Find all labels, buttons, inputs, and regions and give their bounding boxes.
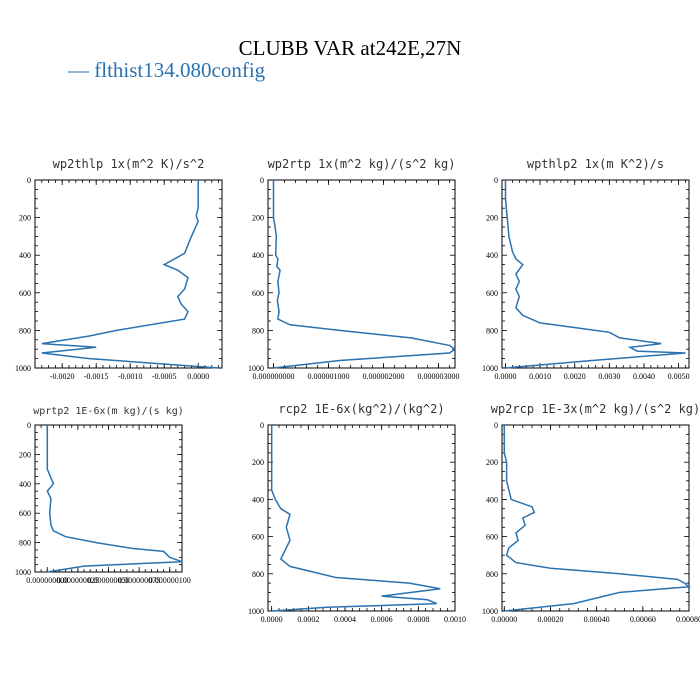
y-tick-label: 800	[486, 570, 498, 579]
y-tick-label: 600	[19, 509, 31, 518]
subplot-3: wpthlp2 1x(m K^2)/s020040060080010000.00…	[482, 157, 690, 381]
y-tick-label: 0	[494, 421, 498, 430]
y-tick-label: 600	[486, 289, 498, 298]
y-tick-label: 0	[260, 176, 264, 185]
x-tick-label: 0.000000050	[88, 576, 130, 585]
subplot-6: wp2rcp 1E-3x(m^2 kg)/(s^2 kg) 0 200 400 600 8…	[482, 402, 700, 624]
y-tick-label: 400	[486, 495, 498, 504]
subplot-title: rcp2 1E-6x(kg^2)/(kg^2)	[278, 402, 444, 416]
series-line	[270, 425, 441, 612]
y-tick-label: 200	[486, 458, 498, 467]
x-tick-label: 0.0000	[187, 372, 209, 381]
axis-frame	[267, 179, 456, 369]
subplot-1: wp2thlp 1x(m^2 K)/s^2 0 200 400 600 800 1000 -0…	[15, 157, 223, 381]
y-tick-label: 800	[252, 326, 264, 335]
x-tick-label: 0.000000100	[149, 576, 191, 585]
x-tick-label: 0.00060	[630, 615, 656, 624]
x-tick-label: 0.0000	[261, 615, 283, 624]
x-tick-label: 0.0000	[494, 372, 516, 381]
x-tick-label: 0.0006	[371, 615, 393, 624]
subplot-title: wprtp2 1E-6x(m kg)/(s kg)	[33, 406, 184, 417]
x-tick-label: 0.000003000	[418, 372, 460, 381]
subplot-2: wp2rtp 1x(m^2 kg)/(s^2 kg) 0 200 400 600 800 1…	[248, 157, 460, 381]
x-tick-label: -0.0015	[84, 372, 109, 381]
x-tick-label: 0.0030	[598, 372, 620, 381]
subplot-5: rcp2 1E-6x(kg^2)/(kg^2) 0 200 400 600 800 1000…	[248, 402, 466, 624]
y-tick-label: 0	[27, 421, 31, 430]
x-tick-label: -0.0005	[152, 372, 177, 381]
y-tick-label: 1000	[248, 364, 264, 373]
x-tick-label: 0.00000	[491, 615, 517, 624]
x-tick-label: 0.000000000	[26, 576, 68, 585]
y-tick-label: 0	[27, 176, 31, 185]
y-tick-label: 400	[19, 251, 31, 260]
y-tick-label: 0	[260, 421, 264, 430]
x-tick-label: -0.0020	[50, 372, 75, 381]
y-tick-label: 200	[19, 214, 31, 223]
y-tick-label: 800	[19, 326, 31, 335]
y-tick-label: 200	[486, 214, 498, 223]
x-tick-label: 0.0040	[633, 372, 655, 381]
y-tick-label: 800	[252, 570, 264, 579]
y-tick-label: 600	[486, 533, 498, 542]
y-tick-label: 400	[252, 495, 264, 504]
y-tick-label: 1000	[482, 364, 498, 373]
y-tick-label: 600	[252, 289, 264, 298]
x-tick-label: 0.000000025	[57, 576, 99, 585]
x-tick-label: 0.0008	[407, 615, 429, 624]
y-tick-label: 1000	[482, 607, 498, 616]
axis-frame	[267, 424, 456, 612]
x-tick-label: 0.00080	[676, 615, 700, 624]
y-tick-label: 0	[494, 176, 498, 185]
legend: — flthist134.080config	[68, 58, 265, 83]
x-tick-label: 0.000001000	[308, 372, 350, 381]
x-tick-label: 0.000000075	[118, 576, 160, 585]
y-tick-label: 1000	[15, 568, 31, 577]
x-tick-label: 0.0010	[529, 372, 551, 381]
x-tick-label: 0.000002000	[363, 372, 405, 381]
x-tick-label: -0.0010	[118, 372, 143, 381]
y-tick-label: 800	[486, 326, 498, 335]
y-tick-label: 400	[486, 251, 498, 260]
x-tick-label: 0.00040	[584, 615, 610, 624]
legend-label: — flthist134.080config	[68, 58, 266, 82]
y-tick-label: 200	[252, 458, 264, 467]
x-tick-label: 0.000000000	[253, 372, 295, 381]
y-tick-label: 200	[19, 450, 31, 459]
y-tick-label: 1000	[15, 364, 31, 373]
y-tick-label: 400	[252, 251, 264, 260]
y-tick-label: 1000	[248, 607, 264, 616]
y-tick-label: 200	[252, 214, 264, 223]
y-tick-label: 400	[19, 480, 31, 489]
series-line	[41, 180, 219, 369]
x-tick-label: 0.0002	[297, 615, 319, 624]
subplot-title: wp2rcp 1E-3x(m^2 kg)/(s^2 kg)	[491, 402, 700, 416]
x-tick-label: 0.0010	[444, 615, 466, 624]
y-tick-label: 600	[19, 289, 31, 298]
x-tick-label: 0.00020	[537, 615, 563, 624]
y-tick-label: 600	[252, 533, 264, 542]
subplot-title: wpthlp2 1x(m K^2)/s	[527, 157, 664, 171]
series-line	[504, 180, 686, 369]
subplot-4: wprtp2 1E-6x(m kg)/(s kg)0 200 400 600 800 10…	[15, 406, 191, 585]
x-tick-label: 0.0050	[668, 372, 690, 381]
axis-frame	[501, 424, 690, 612]
subplot-title: wp2thlp 1x(m^2 K)/s^2	[53, 157, 205, 171]
series-line	[503, 425, 691, 612]
series-line	[272, 180, 457, 369]
subplot-title: wp2rtp 1x(m^2 kg)/(s^2 kg)	[268, 157, 456, 171]
axis-frame	[34, 424, 183, 573]
series-line	[46, 425, 183, 573]
y-tick-label: 800	[19, 539, 31, 548]
x-tick-label: 0.0004	[334, 615, 356, 624]
x-tick-label: 0.0020	[564, 372, 586, 381]
axis-frame	[501, 179, 690, 369]
figure-title: CLUBB VAR at242E,27N	[238, 36, 462, 60]
